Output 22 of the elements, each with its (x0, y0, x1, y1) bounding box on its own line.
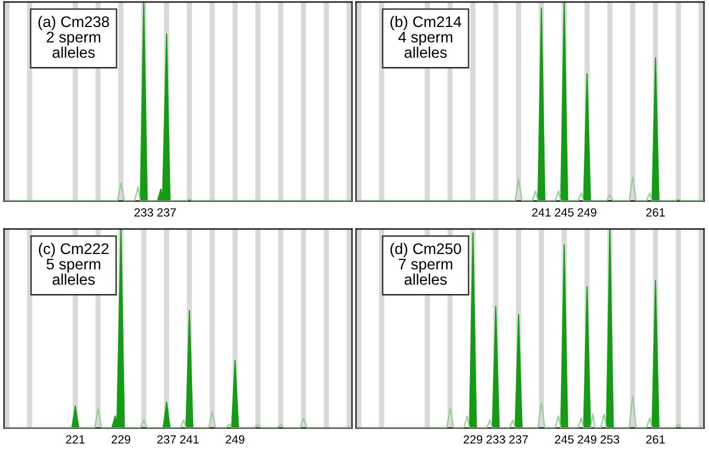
x-tick-label: 237 (157, 208, 176, 217)
x-tick-label: 229 (464, 435, 482, 444)
text: (c) Cm222 5 sperm alleles (38, 242, 108, 285)
x-tick-label: 229 (112, 435, 130, 444)
x-tick-label: 261 (646, 435, 665, 444)
text: (b) Cm214 4 sperm alleles (390, 16, 462, 58)
x-tick-label: 261 (646, 208, 665, 217)
x-tick-label: 237 (509, 435, 528, 444)
x-tick-label: 245 (554, 208, 574, 217)
text: (d) Cm250 7 sperm alleles (390, 242, 462, 285)
x-tick-label: 249 (578, 435, 596, 444)
x-tick-label: 253 (600, 435, 620, 444)
x-tick-label: 221 (66, 435, 85, 444)
x-tick-label: 241 (532, 208, 551, 216)
text: (a) Cm238 2 sperm alleles (38, 16, 110, 58)
x-tick-label: 249 (578, 208, 596, 217)
x-tick-label: 241 (180, 435, 199, 444)
x-tick-label: 249 (226, 435, 244, 444)
x-tick-label: 233 (486, 435, 506, 444)
x-tick-label: 237 (157, 435, 176, 444)
x-tick-label: 233 (134, 208, 154, 217)
x-tick-label: 245 (554, 435, 574, 444)
